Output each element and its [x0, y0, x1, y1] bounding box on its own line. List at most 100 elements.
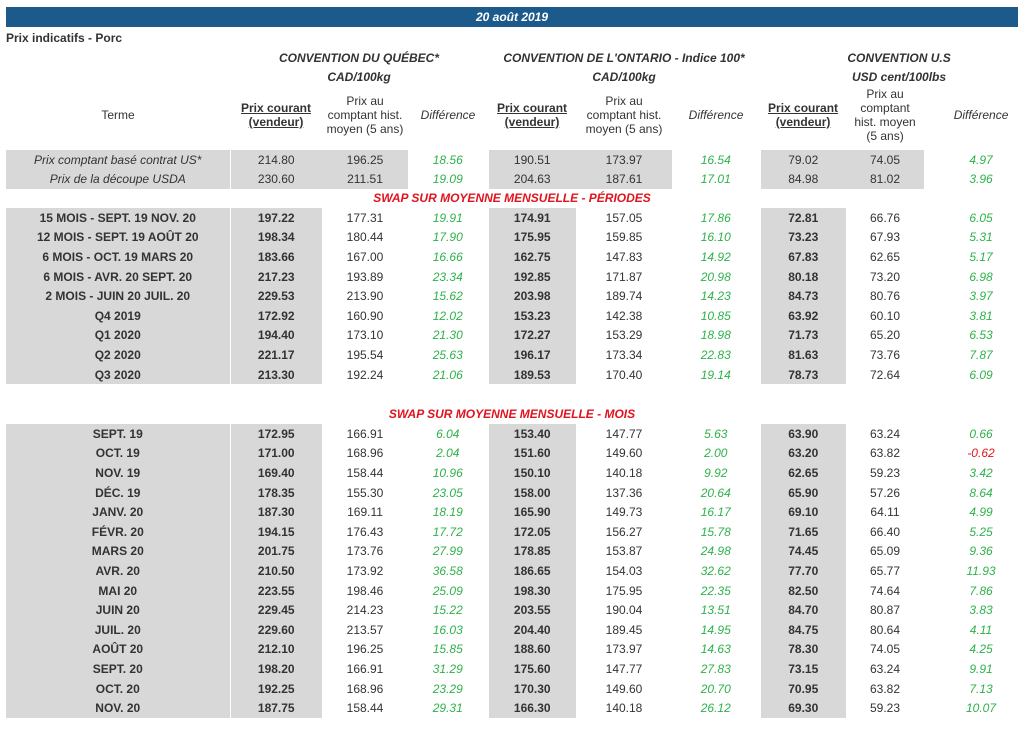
us-current-cell: 67.83: [759, 247, 846, 267]
qc-diff-cell: 17.72: [432, 524, 463, 539]
on-diff-cell: 24.98: [700, 544, 731, 559]
basis-row-label: Prix de la découpe USDA: [6, 169, 230, 190]
month-row: FÉVR. 20 194.15 176.43 17.72 172.05 156.27 15.…: [6, 521, 1024, 542]
qc-current-cell: 194.15: [229, 521, 322, 542]
on-current-cell: 166.30: [487, 698, 576, 718]
qc-hist-cell: 173.92: [346, 563, 384, 578]
qc-hist-cell: 196.25: [346, 642, 384, 657]
us-current-cell: 78.73: [759, 364, 846, 385]
on-diff-cell: 14.23: [700, 289, 731, 304]
us-hist-cell: 74.05: [869, 642, 901, 657]
us-hist-cell: 65.20: [869, 328, 901, 343]
qc-hist-cell: 196.25: [322, 150, 408, 170]
us-diff-cell: 4.99: [969, 505, 993, 520]
us-hist-cell: 65.77: [869, 563, 901, 578]
qc-diff-cell: 23.29: [432, 681, 463, 696]
month-row: OCT. 20 192.25 168.96 23.29 170.30 149.60 20.7…: [6, 678, 1024, 699]
month-row: OCT. 19 171.00 168.96 2.04 151.60 149.60 2.00 6…: [6, 443, 1024, 464]
on-current-cell: 170.30: [487, 678, 576, 699]
us-diff-cell: 6.53: [969, 328, 993, 343]
us-diff-cell: 3.97: [969, 289, 993, 304]
us-current-cell: 69.30: [759, 698, 846, 718]
on-hist-cell: 153.29: [605, 328, 643, 343]
on-hist-cell: 173.34: [605, 347, 643, 362]
on-current-cell: 203.55: [487, 600, 576, 620]
us-hist-cell: 64.11: [870, 505, 900, 520]
qc-current-cell: 229.53: [229, 286, 322, 306]
on-hist-cell: 147.83: [605, 249, 643, 264]
us-current-cell: 72.81: [759, 208, 846, 228]
qc-diff-cell: 17.90: [432, 230, 463, 245]
on-current-cell: 188.60: [487, 639, 576, 660]
qc-diff-cell: 31.29: [432, 661, 463, 676]
us-diff-cell: 5.17: [969, 249, 993, 264]
qc-current-price-header: Prix courant (vendeur): [240, 101, 312, 129]
period-row-label: Q4 2019: [6, 305, 230, 326]
on-hist-cell: 147.77: [605, 426, 643, 441]
qc-current-cell: 192.25: [229, 678, 322, 699]
basis-row: Prix comptant basé contrat US* 214.80 196.…: [6, 150, 1024, 170]
on-hist-cell: 137.36: [605, 485, 643, 500]
qc-current-cell: 201.75: [229, 541, 322, 562]
on-current-cell: 198.30: [487, 580, 576, 601]
qc-current-cell: 212.10: [229, 639, 322, 660]
on-current-cell: 175.95: [487, 227, 576, 248]
us-hist-cell: 59.23: [869, 701, 901, 716]
us-diff-cell: 5.25: [969, 524, 993, 539]
us-current-cell: 82.50: [759, 580, 846, 601]
month-row: SEPT. 20 198.20 166.91 31.29 175.60 147.77 27.…: [6, 659, 1024, 679]
on-hist-cell: 142.38: [605, 308, 643, 323]
on-diff-cell: 5.63: [704, 426, 728, 441]
on-diff-cell: 22.83: [700, 347, 731, 362]
on-current-cell: 151.60: [487, 443, 576, 464]
on-diff-cell: 20.70: [700, 681, 731, 696]
on-current-cell: 186.65: [487, 561, 576, 581]
month-row: MAI 20 223.55 198.46 25.09 198.30 175.95 22.35…: [6, 580, 1024, 601]
qc-diff-cell: 18.19: [432, 505, 463, 520]
terme-header: Terme: [101, 108, 135, 122]
period-row: 15 MOIS - SEPT. 19 NOV. 20 197.22 177.31 19…: [6, 208, 1024, 228]
us-current-cell: 69.10: [759, 502, 846, 522]
us-diff-cell: 6.98: [969, 269, 993, 284]
on-diff-cell: 16.17: [700, 505, 731, 520]
qc-current-cell: 172.92: [229, 305, 322, 326]
period-row-label: 6 MOIS - AVR. 20 SEPT. 20: [6, 266, 230, 287]
qc-hist-cell: 173.76: [346, 544, 384, 559]
month-row: JUIL. 20 229.60 213.57 16.03 204.40 189.45 14.…: [6, 619, 1024, 640]
qc-diff-cell: 15.85: [432, 642, 463, 657]
qc-hist-price-header: Prix au comptant hist. moyen (5 ans): [326, 94, 404, 136]
us-hist-cell: 60.10: [869, 308, 901, 323]
us-current-cell: 70.95: [759, 678, 846, 699]
us-hist-cell: 63.24: [869, 426, 901, 441]
month-row-label: NOV. 20: [6, 698, 230, 718]
qc-current-cell: 178.35: [229, 482, 322, 503]
on-current-cell: 150.10: [487, 463, 576, 483]
qc-diff-cell: 15.62: [432, 289, 463, 304]
on-current-cell: 204.40: [487, 619, 576, 640]
on-hist-cell: 149.60: [605, 446, 643, 461]
us-current-cell: 84.75: [759, 619, 846, 640]
us-current-cell: 73.15: [759, 659, 846, 679]
section-title-periods: SWAP SUR MOYENNE MENSUELLE - PÉRIODES: [373, 191, 651, 205]
us-hist-cell: 80.64: [869, 622, 901, 637]
qc-hist-cell: 213.57: [346, 622, 384, 637]
qc-current-cell: 229.60: [229, 619, 322, 640]
month-row-label: JUIL. 20: [6, 619, 230, 640]
on-current-cell: 192.85: [487, 266, 576, 287]
qc-current-cell: 221.17: [229, 345, 322, 365]
period-row: 12 MOIS - SEPT. 19 AOÛT 20 198.34 180.44 17…: [6, 227, 1024, 248]
qc-diff-cell: 36.58: [432, 563, 463, 578]
month-row-label: SEPT. 20: [6, 659, 230, 679]
us-hist-price-header: Prix au comptant hist. moyen (5 ans): [854, 87, 916, 143]
us-diff-cell: 3.96: [969, 172, 993, 187]
qc-hist-cell: 169.11: [347, 505, 383, 520]
qc-current-cell: 217.23: [229, 266, 322, 287]
on-current-cell: 178.85: [487, 541, 576, 562]
basis-row-label: Prix comptant basé contrat US*: [6, 150, 230, 170]
qc-hist-cell: 168.96: [346, 681, 384, 696]
document-title: Prix indicatifs - Porc: [6, 31, 123, 45]
on-current-cell: 153.23: [487, 305, 576, 326]
qc-diff-cell: 12.02: [432, 308, 463, 323]
us-diff-cell: 7.87: [969, 347, 993, 362]
on-difference-header: Différence: [688, 108, 744, 122]
